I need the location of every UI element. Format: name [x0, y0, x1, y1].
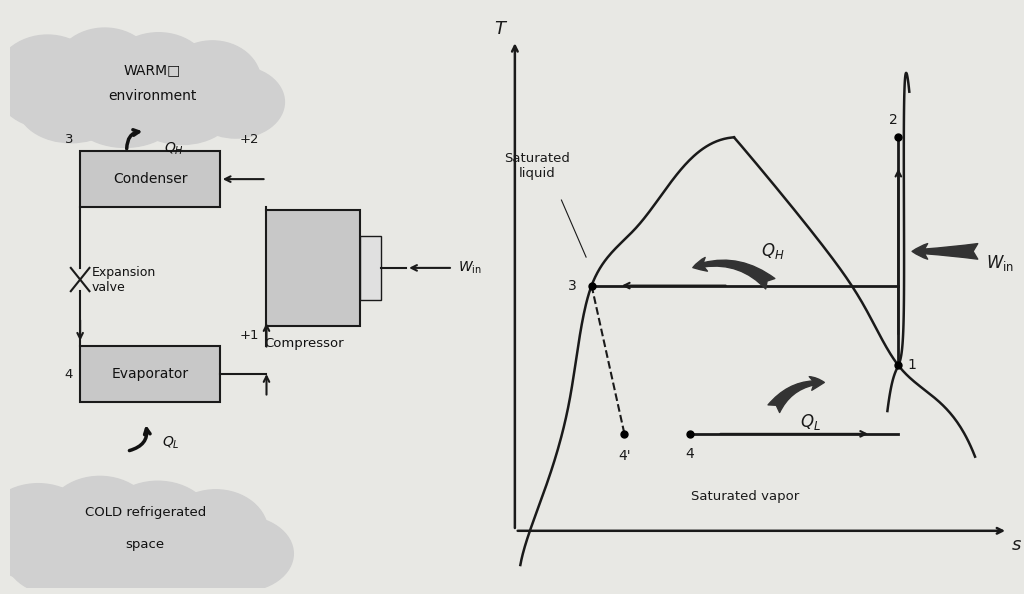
- Ellipse shape: [68, 68, 182, 147]
- Ellipse shape: [5, 517, 122, 594]
- Text: +1: +1: [240, 329, 259, 342]
- Text: Condenser: Condenser: [113, 172, 187, 186]
- Text: Saturated
liquid: Saturated liquid: [504, 152, 569, 180]
- Text: $s$: $s$: [1011, 536, 1022, 554]
- FancyBboxPatch shape: [266, 210, 359, 326]
- Text: Compressor: Compressor: [264, 337, 344, 350]
- Text: $Q_L$: $Q_L$: [162, 434, 179, 451]
- Ellipse shape: [164, 41, 261, 122]
- Ellipse shape: [189, 516, 293, 592]
- Text: 1: 1: [907, 358, 916, 372]
- Text: WARM□: WARM□: [124, 63, 181, 77]
- Ellipse shape: [45, 476, 155, 564]
- FancyBboxPatch shape: [80, 346, 220, 402]
- Ellipse shape: [164, 490, 268, 575]
- Text: $T$: $T$: [495, 20, 508, 38]
- Text: $Q_L$: $Q_L$: [801, 412, 821, 432]
- Ellipse shape: [106, 33, 211, 119]
- Text: $W_{\rm in}$: $W_{\rm in}$: [986, 253, 1014, 273]
- Text: space: space: [126, 538, 165, 551]
- Text: environment: environment: [109, 89, 197, 103]
- Text: COLD refrigerated: COLD refrigerated: [85, 506, 206, 519]
- FancyBboxPatch shape: [359, 236, 381, 300]
- Text: 4': 4': [618, 448, 631, 463]
- Text: Saturated vapor: Saturated vapor: [691, 490, 799, 503]
- Ellipse shape: [125, 519, 241, 594]
- Text: 4: 4: [65, 368, 73, 381]
- Ellipse shape: [101, 481, 214, 571]
- Ellipse shape: [128, 69, 236, 144]
- Text: +2: +2: [240, 132, 259, 146]
- Text: $W_{\rm in}$: $W_{\rm in}$: [458, 260, 481, 276]
- Text: 2: 2: [889, 113, 897, 127]
- Ellipse shape: [54, 28, 156, 112]
- Ellipse shape: [60, 519, 183, 594]
- Text: Evaporator: Evaporator: [112, 367, 188, 381]
- Text: 3: 3: [568, 279, 577, 293]
- FancyBboxPatch shape: [80, 151, 220, 207]
- Ellipse shape: [187, 66, 285, 138]
- Ellipse shape: [0, 35, 101, 128]
- Text: Expansion
valve: Expansion valve: [92, 266, 156, 293]
- Text: 3: 3: [65, 132, 73, 146]
- Text: 4: 4: [686, 447, 694, 461]
- Ellipse shape: [17, 67, 125, 143]
- Text: $Q_H$: $Q_H$: [761, 241, 784, 261]
- Ellipse shape: [0, 484, 96, 581]
- Text: $Q_H$: $Q_H$: [164, 140, 184, 157]
